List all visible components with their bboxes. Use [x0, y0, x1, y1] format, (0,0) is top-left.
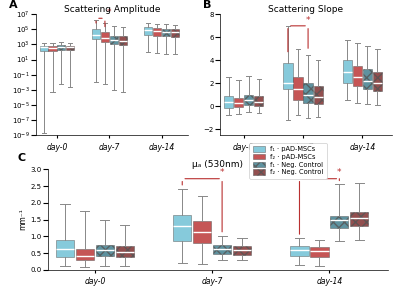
PathPatch shape: [153, 28, 162, 36]
PathPatch shape: [173, 215, 191, 241]
PathPatch shape: [330, 216, 348, 228]
PathPatch shape: [304, 83, 313, 103]
PathPatch shape: [254, 96, 264, 106]
PathPatch shape: [244, 95, 253, 105]
PathPatch shape: [314, 86, 323, 104]
PathPatch shape: [92, 30, 100, 39]
PathPatch shape: [96, 245, 114, 256]
Text: *: *: [337, 168, 342, 177]
PathPatch shape: [213, 245, 231, 254]
Text: *: *: [107, 8, 112, 17]
PathPatch shape: [350, 212, 368, 226]
PathPatch shape: [40, 46, 48, 51]
Title: Scattering Slope: Scattering Slope: [268, 5, 344, 13]
PathPatch shape: [363, 69, 372, 89]
PathPatch shape: [110, 36, 118, 44]
PathPatch shape: [283, 63, 292, 89]
Title: Scattering Amplitude: Scattering Amplitude: [64, 5, 160, 13]
Y-axis label: mm⁻¹: mm⁻¹: [19, 209, 28, 230]
Title: μₐ (530nm): μₐ (530nm): [192, 160, 244, 168]
PathPatch shape: [193, 221, 211, 243]
PathPatch shape: [233, 246, 251, 255]
Text: A: A: [9, 0, 17, 10]
PathPatch shape: [373, 72, 382, 91]
Text: *: *: [220, 168, 224, 177]
PathPatch shape: [57, 45, 66, 50]
PathPatch shape: [234, 98, 243, 107]
Text: B: B: [203, 0, 211, 10]
Text: C: C: [18, 153, 26, 163]
PathPatch shape: [224, 96, 233, 108]
PathPatch shape: [290, 246, 308, 256]
PathPatch shape: [343, 60, 352, 83]
PathPatch shape: [353, 66, 362, 86]
PathPatch shape: [144, 27, 152, 35]
PathPatch shape: [116, 246, 134, 257]
PathPatch shape: [310, 247, 328, 257]
PathPatch shape: [66, 46, 74, 50]
PathPatch shape: [56, 240, 74, 257]
PathPatch shape: [101, 32, 109, 42]
PathPatch shape: [162, 29, 170, 36]
Legend: f₁ · pAD-MSCs, f₂ · pAD-MSCs, f₁ · Neg. Control, f₂ · Neg. Control: f₁ · pAD-MSCs, f₂ · pAD-MSCs, f₁ · Neg. …: [249, 143, 327, 179]
PathPatch shape: [76, 249, 94, 260]
PathPatch shape: [293, 77, 302, 100]
PathPatch shape: [119, 36, 127, 45]
Text: *: *: [306, 16, 310, 25]
PathPatch shape: [171, 30, 179, 37]
PathPatch shape: [48, 46, 56, 51]
